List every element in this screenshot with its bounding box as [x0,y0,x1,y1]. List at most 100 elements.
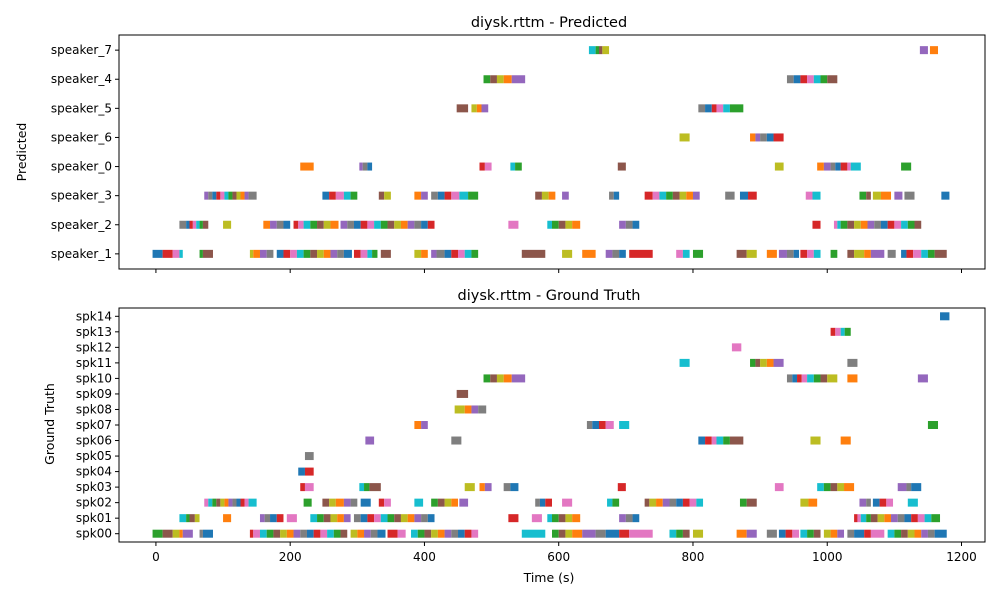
segment-bar [172,529,180,538]
segment-bar [510,483,519,492]
segment-bar [827,374,838,383]
segment-bar [859,191,867,200]
segment-bar [330,514,338,523]
segment-bar [840,162,848,171]
segment-bar [666,191,673,200]
segment-bar [837,220,841,229]
segment-bar [503,483,511,492]
segment-bar [343,498,351,507]
segment-bar [901,220,908,229]
segment-bar [298,467,305,476]
segment-bar [807,374,814,383]
ground-truth-chart-title: diysk.rttm - Ground Truth [458,288,641,304]
segment-bar [830,529,838,538]
segment-bar [212,498,217,507]
segment-bar [182,529,193,538]
segment-bar [531,514,542,523]
segment-bar [224,498,229,507]
segment-bar [921,249,928,258]
segment-bar [323,249,331,258]
segment-bar [471,249,479,258]
segment-bar [464,249,472,258]
segment-bar [263,220,271,229]
segment-bar [253,529,260,538]
segment-bar [894,529,902,538]
segment-bar [224,191,229,200]
segment-bar [427,220,435,229]
segment-bar [859,498,867,507]
segment-bar [632,220,640,229]
segment-bar [739,498,747,507]
segment-bar [400,514,408,523]
segment-bar [820,75,828,84]
segment-bar [431,191,438,200]
segment-bar [652,191,660,200]
segment-bar [644,191,653,200]
segment-bar [407,220,415,229]
segment-bar [872,498,880,507]
segment-bar [290,249,297,258]
segment-bar [605,421,614,429]
segment-bar [847,220,855,229]
segment-bar [813,75,821,84]
y-tick-label: speaker_4 [51,72,112,86]
segment-bar [189,220,193,229]
segment-bar [192,220,197,229]
segment-bar [823,529,831,538]
segment-bar [901,529,908,538]
segment-bar [380,249,391,258]
segment-bar [364,529,371,538]
segment-bar [394,220,401,229]
segment-bar [629,249,653,258]
segment-bar [766,133,774,142]
segment-bar [248,498,257,507]
segment-bar [562,191,569,200]
y-tick-label: spk03 [76,480,112,494]
segment-bar [330,220,339,229]
segment-bar [378,498,385,507]
segment-bar [212,191,217,200]
segment-bar [353,514,361,523]
segment-bar [333,529,341,538]
segment-bar [320,529,328,538]
segment-bar [746,498,757,507]
segment-bar [335,191,344,200]
x-tick-label: 1200 [946,550,977,564]
segment-bar [458,529,465,538]
segment-bar [369,483,381,492]
segment-bar [711,104,717,113]
segment-bar [598,46,603,55]
segment-bar [483,75,491,84]
segment-bar [810,436,821,445]
segment-bar [847,374,858,383]
segment-bar [736,249,747,258]
segment-bar [317,249,324,258]
segment-bar [847,358,858,367]
segment-bar [414,498,424,507]
segment-bar [264,514,271,523]
segment-bar [244,191,249,200]
segment-bar [276,220,284,229]
segment-bar [619,220,626,229]
segment-bar [283,220,291,229]
segment-bar [612,498,620,507]
segment-bar [483,374,491,383]
segment-bar [541,191,549,200]
segment-bar [249,249,254,258]
segment-bar [362,162,368,171]
segment-bar [337,249,344,258]
segment-bar [807,75,814,84]
ground-truth-panel: diysk.rttm - Ground Truth Ground Truth T… [42,288,986,585]
segment-bar [313,529,321,538]
segment-bar [766,249,777,258]
segment-bar [778,529,786,538]
segment-bar [773,358,784,367]
segment-bar [906,483,912,492]
segment-bar [644,498,650,507]
segment-bar [490,75,497,84]
segment-bar [907,220,915,229]
segment-bar [716,104,724,113]
segment-bar [785,529,793,538]
segment-bar [874,220,881,229]
segment-bar [891,514,898,523]
